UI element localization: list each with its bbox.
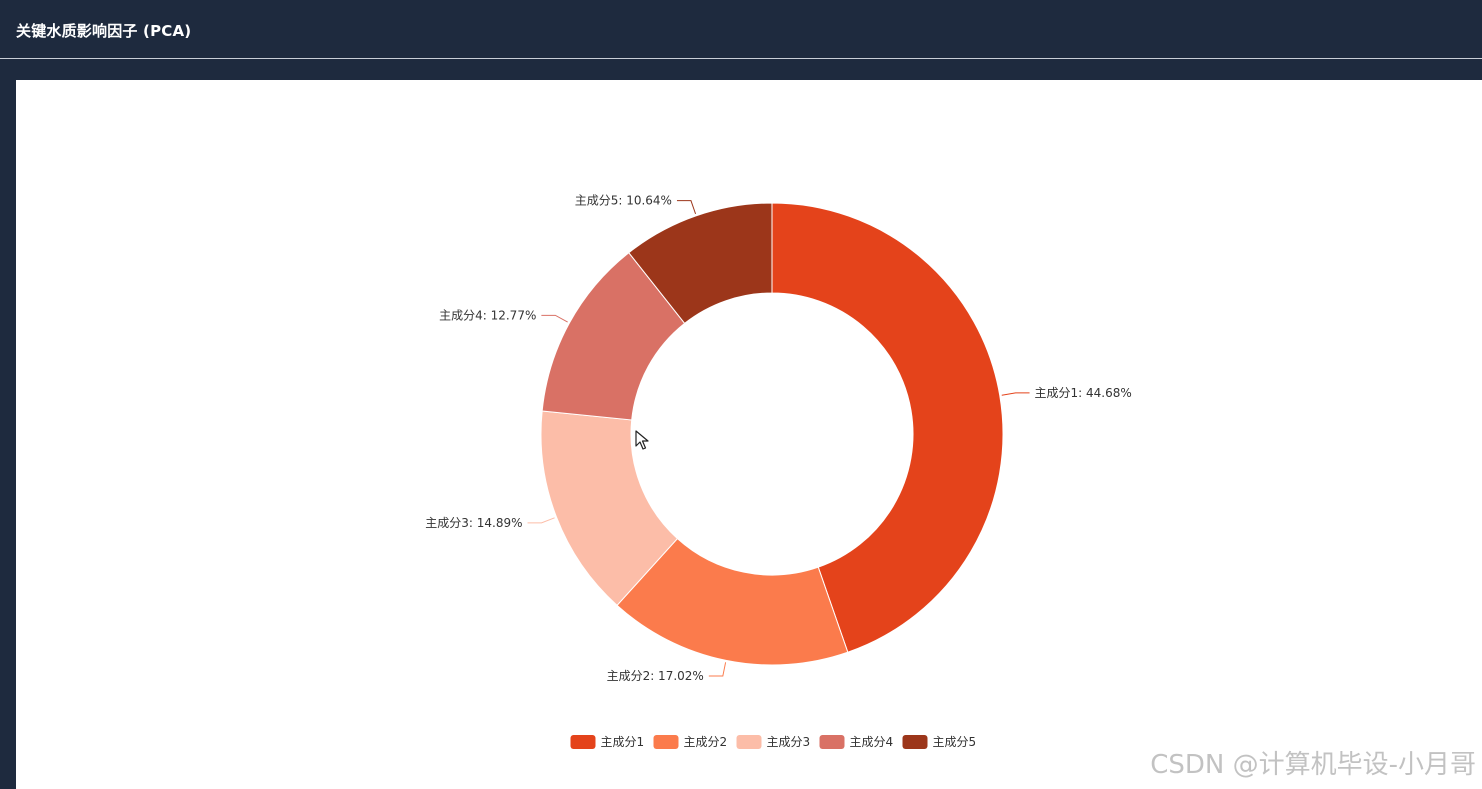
- slice-label-2: 主成分2: 17.02%: [607, 669, 704, 683]
- pie-slice-1[interactable]: [771, 202, 1004, 653]
- slice-label-1: 主成分1: 44.68%: [1035, 386, 1132, 400]
- mouse-cursor-icon: [635, 430, 649, 450]
- slice-label-4: 主成分4: 12.77%: [439, 308, 536, 322]
- label-leader-line-4: [541, 314, 568, 323]
- legend-label-1: 主成分1: [601, 735, 645, 749]
- pca-donut-chart: 主成分1: 44.68% 主成分2: 17.02% 主成分3: 14.89% 主成分4…: [425, 194, 1132, 749]
- pie-slice-5[interactable]: [628, 202, 773, 325]
- label-leader-line-3: [527, 517, 555, 524]
- label-leader-line-5: [676, 200, 697, 215]
- legend-swatch-1: [570, 735, 596, 749]
- watermark: CSDN @计算机毕设-小月哥: [1150, 750, 1476, 780]
- label-leader-line-1: [1001, 392, 1030, 396]
- legend-label-5: 主成分5: [933, 735, 977, 749]
- legend-swatch-4: [819, 735, 845, 749]
- slice-label-3: 主成分3: 14.89%: [425, 516, 522, 530]
- label-leader-line-2: [708, 662, 727, 677]
- legend-item-2[interactable]: 主成分2: [653, 735, 728, 749]
- chart-panel: 主成分1: 44.68% 主成分2: 17.02% 主成分3: 14.89% 主成分4…: [16, 80, 1482, 789]
- legend-item-4[interactable]: 主成分4: [819, 735, 894, 749]
- header-bar: 关键水质影响因子 (PCA): [0, 0, 1482, 59]
- legend-label-3: 主成分3: [767, 735, 811, 749]
- slice-label-5: 主成分5: 10.64%: [575, 194, 672, 208]
- legend-item-5[interactable]: 主成分5: [902, 735, 977, 749]
- legend-swatch-3: [736, 735, 762, 749]
- page-title: 关键水质影响因子 (PCA): [16, 22, 192, 40]
- legend-swatch-5: [902, 735, 928, 749]
- legend-item-3[interactable]: 主成分3: [736, 735, 811, 749]
- legend-item-1[interactable]: 主成分1: [570, 735, 645, 749]
- legend-swatch-2: [653, 735, 679, 749]
- legend-label-4: 主成分4: [850, 735, 894, 749]
- legend-label-2: 主成分2: [684, 735, 728, 749]
